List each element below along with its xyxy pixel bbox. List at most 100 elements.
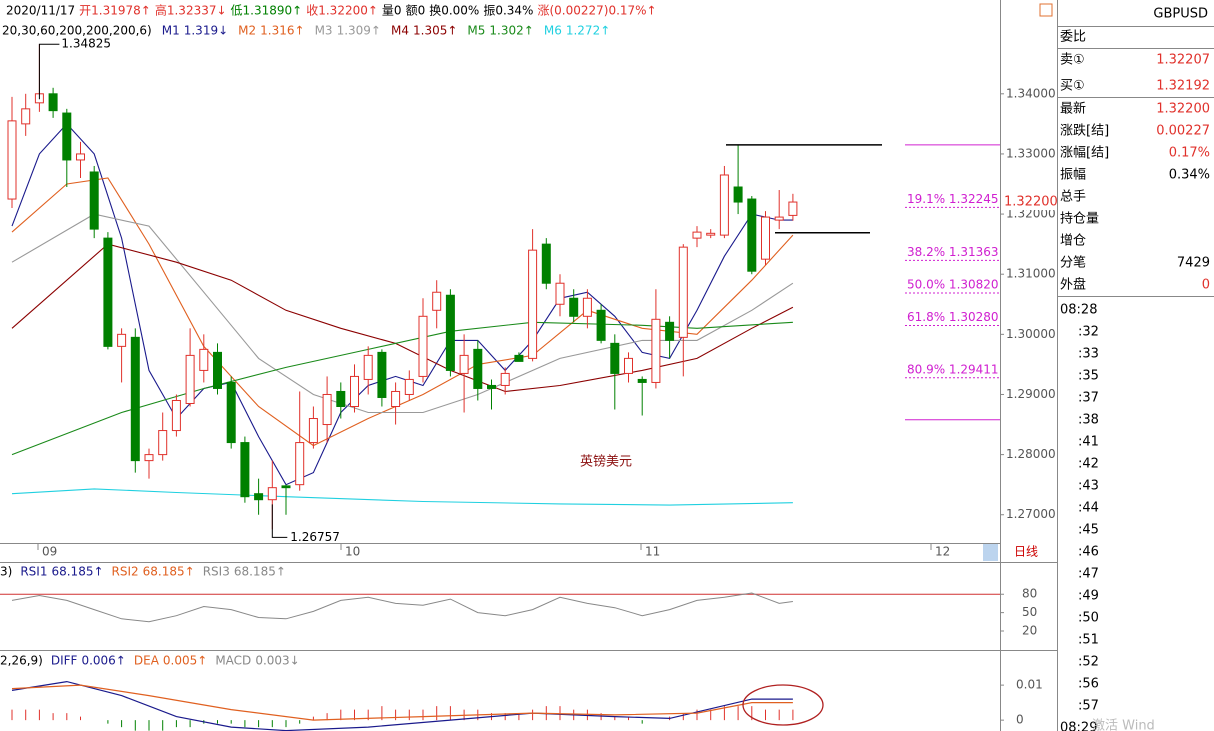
y-tick-label: 20 (1022, 624, 1037, 638)
tick-time: :51 (1078, 633, 1099, 648)
quote-label: 增仓 (1060, 234, 1086, 249)
legend-name: DIFF (51, 654, 78, 668)
tick-time: :41 (1078, 435, 1099, 450)
candle-body (89, 171, 99, 230)
x-tick-label: 09 (42, 545, 57, 559)
candle-body (678, 246, 688, 338)
candle-body (336, 390, 346, 407)
price-tag: 1.32200 (1004, 195, 1058, 210)
tick-time: :46 (1078, 545, 1099, 560)
legend-value: 0.003↓ (255, 654, 299, 668)
candle-body (706, 232, 716, 236)
tick-time: :33 (1078, 347, 1099, 362)
candle-body (500, 372, 510, 386)
y-tick-label: 50 (1022, 605, 1037, 619)
legend-value: 1.319↓ (184, 24, 228, 38)
fib-label: 80.9% 1.29411 (907, 362, 999, 376)
header-item: 开1.31978↑ (79, 4, 151, 18)
candle-body (185, 354, 195, 404)
tick-time: :44 (1078, 501, 1099, 516)
candle-body (144, 454, 154, 462)
legend-name: M4 (391, 24, 409, 38)
highlight-circle (742, 684, 824, 726)
header-item: 收1.32200↑ (306, 4, 378, 18)
tick-time: :47 (1078, 567, 1099, 582)
quote-value: 1.32207 (1156, 53, 1210, 68)
diff-line (11, 680, 793, 731)
quote-label: 涨幅[结] (1060, 146, 1109, 161)
candle-body (610, 342, 620, 374)
ma-params: 20,30,60,200,200,200,6) (2, 24, 152, 38)
candle-body (199, 348, 209, 371)
settings-icon[interactable] (1039, 3, 1053, 17)
candle-body (596, 309, 606, 341)
candle-body (555, 282, 565, 305)
candle-body (582, 297, 592, 317)
high-label: 1.34825 (61, 37, 111, 51)
candle-body (541, 243, 551, 284)
candle-body (226, 381, 236, 444)
symbol: GBPUSD (1153, 7, 1208, 22)
candle-body (473, 348, 483, 389)
candle-body (733, 186, 743, 203)
x-tick-label: 10 (345, 545, 360, 559)
y-tick-label: 1.28000 (1006, 447, 1056, 461)
tick-time: :42 (1078, 457, 1099, 472)
scroll-handle[interactable] (983, 544, 998, 561)
quote-label: 卖① (1060, 53, 1085, 68)
candle-body (76, 153, 85, 161)
tick-time: :38 (1078, 413, 1099, 428)
candle-body (774, 216, 784, 221)
candle-body (213, 351, 222, 389)
candle-body (418, 315, 428, 377)
candle-body (62, 112, 72, 161)
legend-value: 68.185↑ (51, 565, 103, 579)
header-item: 振0.34% (483, 4, 533, 18)
legend-name: MACD (215, 654, 251, 668)
ma-line (11, 488, 793, 506)
tick-time: :57 (1078, 699, 1099, 714)
tick-time: :56 (1078, 677, 1099, 692)
low-pointer (271, 504, 288, 538)
candle-body (295, 442, 305, 486)
fib-label: 38.2% 1.31363 (907, 245, 999, 259)
dea-line (11, 684, 793, 721)
candle-body (267, 487, 277, 501)
legend-name: RSI1 (20, 565, 47, 579)
rsi-line (11, 592, 793, 623)
y-tick-label: 1.29000 (1006, 387, 1056, 401)
quote-value: 1.32192 (1156, 79, 1210, 94)
candle-body (487, 384, 496, 389)
rsi-plot (0, 592, 1000, 623)
candle-body (692, 231, 702, 239)
candle-body (281, 485, 291, 489)
tick-time: 08:29 (1060, 721, 1097, 731)
legend-name: M2 (238, 24, 256, 38)
candle-body (103, 237, 113, 347)
legend-value: 68.185↑ (234, 565, 286, 579)
candle-body (761, 216, 770, 260)
macd-params: 2,26,9) (0, 654, 43, 668)
quote-label: 分笔 (1060, 255, 1086, 271)
legend-value: 0.005↑ (163, 654, 207, 668)
candle-body (514, 354, 524, 362)
candle-body (445, 294, 455, 371)
candle-body (637, 378, 647, 383)
watermark: 激活 Wind (1092, 719, 1155, 731)
high-pointer (38, 43, 60, 100)
legend-value: 1.302↑ (489, 24, 533, 38)
y-tick-label: 1.27000 (1006, 507, 1056, 521)
quote-label: 委比 (1060, 30, 1086, 45)
legend-name: RSI3 (203, 565, 230, 579)
candle-body (719, 174, 729, 236)
candle-body (747, 198, 757, 272)
candle-body (377, 351, 387, 398)
header-item: 换0.00% (429, 4, 479, 18)
candle-body (130, 336, 140, 462)
tick-time: :32 (1078, 325, 1099, 340)
header-item: 额0 (406, 4, 426, 18)
y-tick-label: 0.01 (1016, 678, 1043, 692)
candle-body (308, 418, 318, 444)
y-tick-label: 1.33000 (1006, 146, 1056, 160)
